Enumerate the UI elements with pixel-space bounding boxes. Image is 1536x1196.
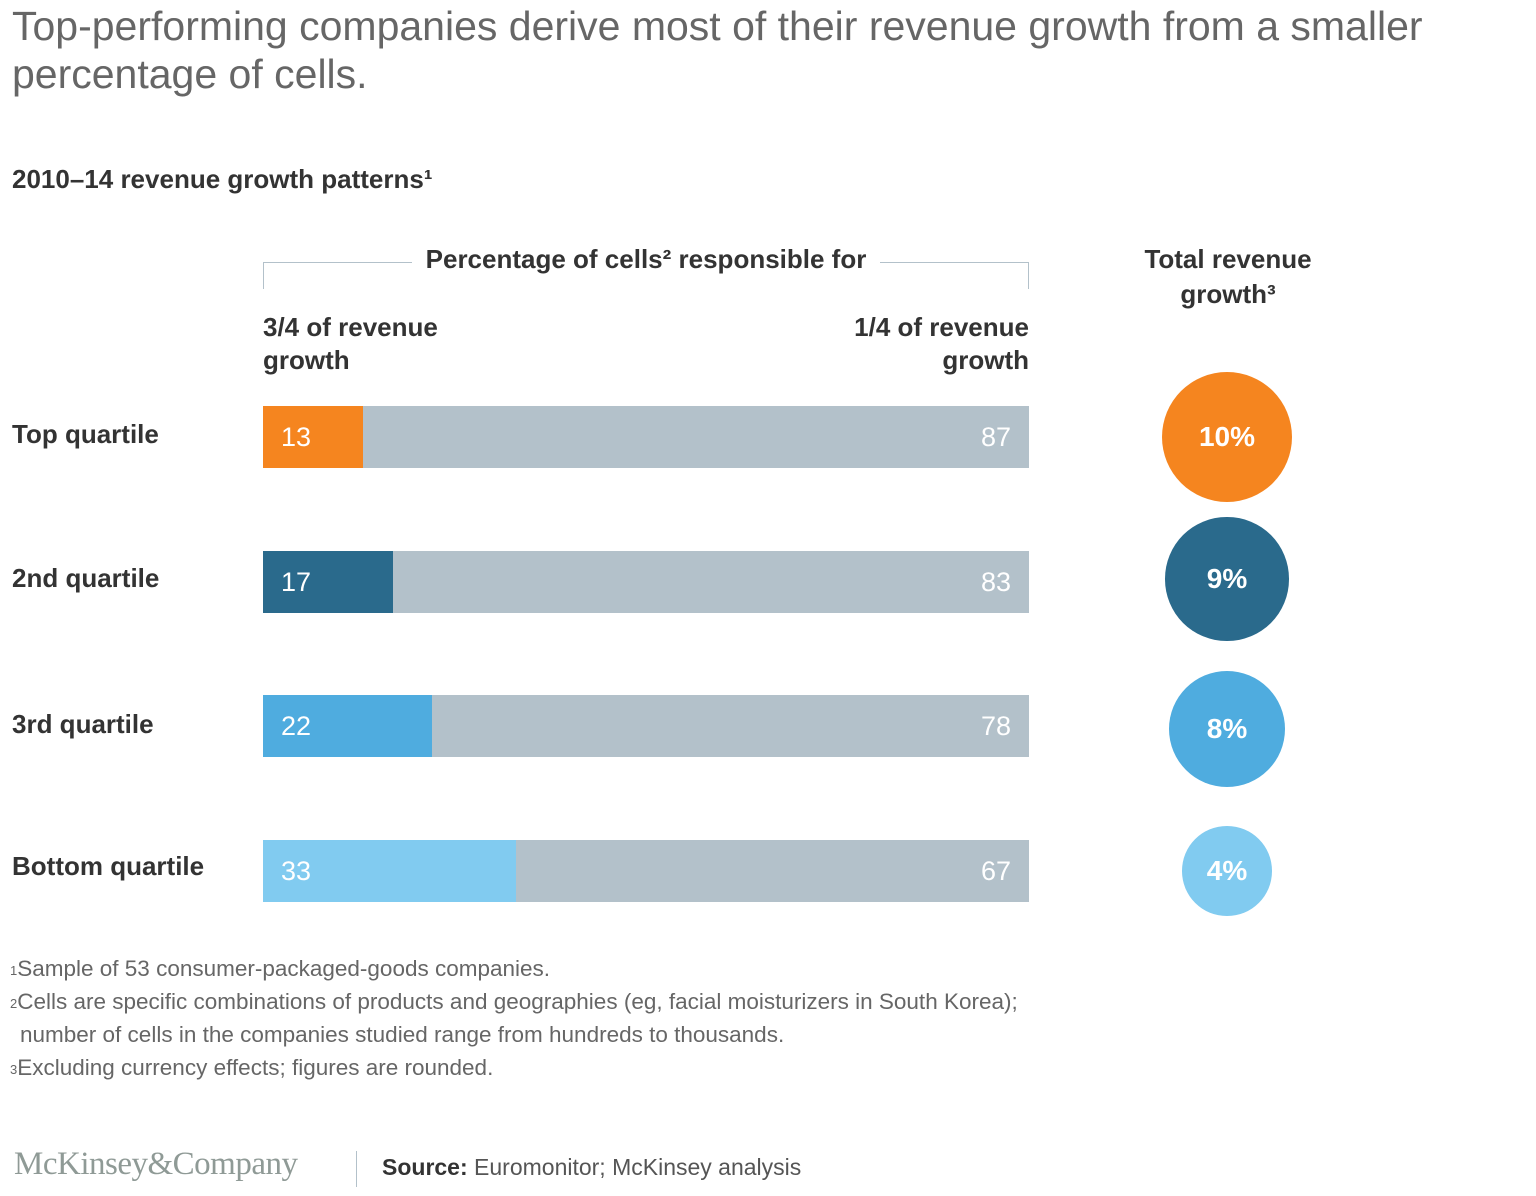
- column-header-total-line1: Total revenue: [1144, 244, 1312, 274]
- bar-top-quartile: 13 87: [263, 406, 1029, 468]
- footer-divider: [356, 1151, 357, 1187]
- total-growth-value: 4%: [1206, 854, 1248, 886]
- bar-value-three-quarters: 13: [281, 422, 312, 452]
- total-growth-value: 9%: [1206, 562, 1248, 594]
- column-header-one-quarter-line2: growth: [942, 345, 1029, 375]
- bar-segment-three-quarters: [263, 406, 363, 468]
- mckinsey-logo: McKinsey&Company: [14, 1146, 298, 1182]
- bar-2nd-quartile: 17 83: [263, 551, 1029, 613]
- total-growth-bubble-3rd-quartile: 8%: [1168, 670, 1286, 788]
- footnotes: 1Sample of 53 consumer-packaged-goods co…: [10, 952, 1018, 1084]
- bar-value-three-quarters: 17: [281, 567, 312, 597]
- source-note: Source: Euromonitor; McKinsey analysis: [382, 1154, 801, 1181]
- bar-value-one-quarter: 67: [980, 856, 1011, 886]
- footnote-1: 1Sample of 53 consumer-packaged-goods co…: [10, 956, 551, 981]
- row-label-bottom-quartile: Bottom quartile: [12, 851, 205, 881]
- group-header: Percentage of cells² responsible for: [263, 244, 1029, 275]
- bar-value-one-quarter: 83: [980, 567, 1011, 597]
- row-label-top-quartile: Top quartile: [12, 419, 159, 449]
- footnote-2: 2Cells are specific combinations of prod…: [10, 989, 1018, 1014]
- row-label-2nd-quartile: 2nd quartile: [12, 563, 160, 593]
- total-growth-value: 8%: [1206, 712, 1248, 744]
- column-header-three-quarters-line2: growth: [263, 345, 350, 375]
- bar-3rd-quartile: 22 78: [263, 695, 1029, 757]
- source-text: Euromonitor; McKinsey analysis: [467, 1154, 802, 1180]
- column-header-total-line2: growth³: [1180, 279, 1276, 309]
- total-growth-bubble-bottom-quartile: 4%: [1182, 826, 1272, 916]
- bar-bottom-quartile: 33 67: [263, 840, 1029, 902]
- group-header-text: Percentage of cells² responsible for: [411, 244, 881, 274]
- footnote-2-continued: number of cells in the companies studied…: [20, 1022, 785, 1047]
- bar-segment-three-quarters: [263, 840, 516, 902]
- bar-segment-three-quarters: [263, 695, 432, 757]
- column-header-three-quarters-line1: 3/4 of revenue: [263, 312, 438, 342]
- bar-value-one-quarter: 87: [980, 422, 1011, 452]
- chart-subtitle: 2010–14 revenue growth patterns¹: [12, 164, 433, 194]
- source-label: Source:: [382, 1154, 468, 1180]
- bar-value-one-quarter: 78: [980, 711, 1011, 741]
- column-header-three-quarters: 3/4 of revenue growth: [263, 311, 563, 377]
- total-growth-value: 10%: [1198, 421, 1256, 452]
- bar-value-three-quarters: 22: [281, 711, 312, 741]
- row-label-3rd-quartile: 3rd quartile: [12, 709, 154, 739]
- total-growth-bubble-2nd-quartile: 9%: [1165, 517, 1289, 641]
- bar-segment-three-quarters: [263, 551, 394, 613]
- chart-title: Top-performing companies derive most of …: [12, 3, 1423, 97]
- column-header-total-growth: Total revenue growth³: [1108, 242, 1348, 312]
- footnote-3: 3Excluding currency effects; figures are…: [10, 1055, 494, 1080]
- total-growth-bubble-top-quartile: 10%: [1162, 372, 1292, 502]
- column-header-one-quarter: 1/4 of revenue growth: [729, 311, 1029, 377]
- bar-value-three-quarters: 33: [281, 856, 312, 886]
- column-header-one-quarter-line1: 1/4 of revenue: [854, 312, 1029, 342]
